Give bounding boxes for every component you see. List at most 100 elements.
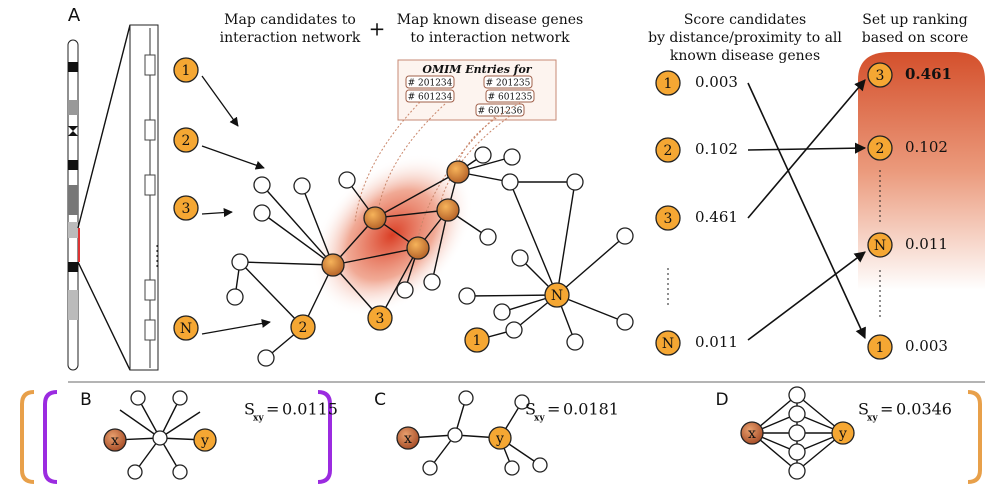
node-label: 1 xyxy=(473,333,482,349)
step-title: by distance/proximity to all xyxy=(648,30,842,46)
plus-sign: + xyxy=(369,17,386,41)
disease-gene-node xyxy=(364,207,386,229)
network-node xyxy=(567,174,583,190)
edge xyxy=(202,76,238,126)
node-label: 3 xyxy=(376,311,385,327)
score-relation: = xyxy=(880,400,893,419)
step-title: based on score xyxy=(862,30,969,46)
panel-label: A xyxy=(68,5,81,26)
score-subscript: xy xyxy=(253,414,264,424)
score-value: 0.0346 xyxy=(896,400,952,419)
network-node xyxy=(128,465,142,479)
network-node xyxy=(504,149,520,165)
node-label: 3 xyxy=(182,201,191,217)
node-label: 2 xyxy=(299,320,308,336)
chromosome-band xyxy=(68,290,78,320)
node-label: x xyxy=(404,431,412,447)
edge xyxy=(202,146,264,168)
omim-entry: # 601235 xyxy=(488,93,533,103)
network-node xyxy=(789,463,805,479)
panel-label: C xyxy=(374,390,386,410)
network-node xyxy=(533,458,547,472)
network-node xyxy=(424,274,440,290)
network-node xyxy=(232,254,248,270)
node-label: N xyxy=(662,336,674,352)
chromosome-band xyxy=(68,262,78,272)
bracket xyxy=(45,392,57,482)
node-label: 2 xyxy=(182,133,191,149)
network-node xyxy=(506,322,522,338)
step-title: Map known disease genes xyxy=(397,12,583,28)
network-node xyxy=(397,282,413,298)
edge xyxy=(78,262,130,370)
chromosome-band xyxy=(68,62,78,72)
edge xyxy=(748,252,865,340)
rank-score: 0.011 xyxy=(905,235,948,253)
node-label: y xyxy=(495,431,504,447)
figure: AMap candidates tointeraction network+Ma… xyxy=(0,0,995,488)
network-node xyxy=(512,250,528,266)
bracket xyxy=(22,392,34,482)
gene-box xyxy=(145,120,155,140)
network-node xyxy=(459,288,475,304)
network-node xyxy=(423,461,437,475)
disease-gene-node xyxy=(437,199,459,221)
gene-box xyxy=(145,175,155,195)
step-title: to interaction network xyxy=(410,30,570,46)
node-label: 3 xyxy=(876,68,885,84)
panel-label: D xyxy=(715,390,728,410)
network-node xyxy=(480,229,496,245)
gene-box xyxy=(145,320,155,340)
edge xyxy=(748,83,865,338)
step-title: Map candidates to xyxy=(224,12,356,28)
rank-score: 0.003 xyxy=(905,337,948,355)
network-node xyxy=(475,147,491,163)
network-node xyxy=(617,228,633,244)
network-node xyxy=(617,314,633,330)
network-node xyxy=(789,387,805,403)
page: { "panel_a": { "label": "A", "step_map_c… xyxy=(0,0,995,488)
disease-gene-node xyxy=(407,237,429,259)
panel-label: B xyxy=(80,390,92,410)
score-value: 0.003 xyxy=(695,73,738,91)
node-label: y xyxy=(200,433,209,449)
zoom-box xyxy=(130,25,158,370)
omim-entry: # 201234 xyxy=(408,79,453,89)
node-label: 1 xyxy=(182,63,191,79)
network-node xyxy=(339,172,355,188)
edge xyxy=(467,295,557,296)
edge xyxy=(557,182,575,295)
network-node xyxy=(502,174,518,190)
network-node xyxy=(789,444,805,460)
chromosome-band xyxy=(68,185,78,215)
network-node xyxy=(448,428,462,442)
node-label: y xyxy=(838,426,847,442)
gene-box xyxy=(145,55,155,75)
network-node xyxy=(789,406,805,422)
chromosome-band xyxy=(68,160,78,170)
rank-score: 0.461 xyxy=(905,65,952,83)
network-node xyxy=(254,205,270,221)
node-label: x xyxy=(111,433,119,449)
network-node xyxy=(173,391,187,405)
disease-gene-node xyxy=(322,254,344,276)
network-node xyxy=(131,391,145,405)
gene-box xyxy=(145,280,155,300)
node-label: 2 xyxy=(876,141,885,157)
edge xyxy=(557,236,625,295)
network-node xyxy=(789,425,805,441)
score-value: 0.0181 xyxy=(563,400,619,419)
score-value: 0.0115 xyxy=(282,400,338,419)
score-value: 0.011 xyxy=(695,333,738,351)
score-value: 0.102 xyxy=(695,140,738,158)
score-relation: = xyxy=(266,400,279,419)
network-node xyxy=(254,177,270,193)
network-node xyxy=(494,304,510,320)
score-value: 0.461 xyxy=(695,208,738,226)
node-label: N xyxy=(180,321,192,337)
rank-score: 0.102 xyxy=(905,138,948,156)
edge xyxy=(202,212,232,214)
network-node xyxy=(567,334,583,350)
step-title: Set up ranking xyxy=(862,12,967,28)
chromosome-band xyxy=(68,100,78,115)
